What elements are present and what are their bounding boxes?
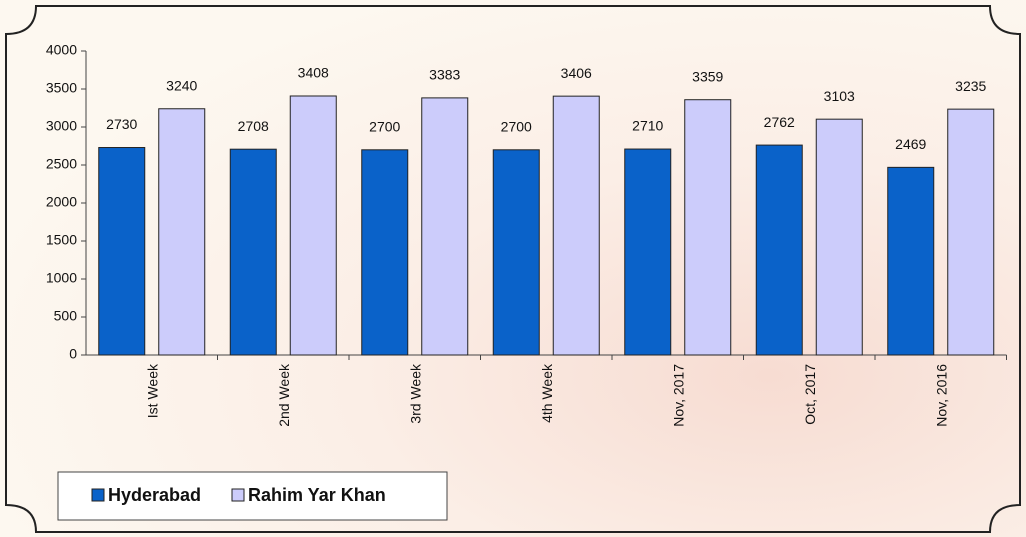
data-label: 3406 xyxy=(561,65,592,81)
y-tick-label: 3000 xyxy=(46,118,77,134)
y-tick-label: 3500 xyxy=(46,80,77,96)
bar xyxy=(361,149,409,356)
legend: Hyderabad Rahim Yar Khan xyxy=(57,471,448,521)
bar xyxy=(887,166,935,356)
x-tick-label: Nov, 2017 xyxy=(670,364,686,427)
data-label: 3235 xyxy=(955,78,986,94)
data-label: 2700 xyxy=(501,119,532,135)
y-tick-label: 4000 xyxy=(46,42,77,58)
x-tick-label: 3rd Week xyxy=(407,363,423,424)
bar xyxy=(755,144,803,356)
data-label: 2469 xyxy=(895,136,926,152)
legend-label: Hyderabad xyxy=(108,485,201,505)
data-label: 3383 xyxy=(429,67,460,83)
bar xyxy=(552,95,600,356)
bar xyxy=(421,97,469,356)
bar xyxy=(815,118,863,356)
y-tick-label: 2000 xyxy=(46,194,77,210)
legend-swatch xyxy=(231,488,245,502)
data-label: 3240 xyxy=(166,77,197,93)
legend-swatch xyxy=(91,488,105,502)
y-tick-label: 1000 xyxy=(46,270,77,286)
legend-label: Rahim Yar Khan xyxy=(248,485,386,505)
y-tick-label: 500 xyxy=(54,308,78,324)
bar xyxy=(229,148,277,356)
x-tick-label: Ist Week xyxy=(144,363,160,418)
legend-box xyxy=(57,471,448,521)
data-label: 3359 xyxy=(692,68,723,84)
y-tick-label: 1500 xyxy=(46,232,77,248)
frame xyxy=(5,5,1021,533)
bar xyxy=(289,95,337,356)
y-tick-label: 0 xyxy=(69,346,77,362)
data-label: 2700 xyxy=(369,119,400,135)
x-tick-label: 2nd Week xyxy=(276,363,292,427)
x-tick-label: Nov, 2016 xyxy=(933,364,949,427)
x-tick-label: Oct, 2017 xyxy=(802,364,818,425)
data-label: 2708 xyxy=(238,118,269,134)
x-tick-label: 4th Week xyxy=(539,363,555,423)
bar xyxy=(492,149,540,356)
bar xyxy=(158,108,206,356)
bar xyxy=(98,147,146,356)
data-label: 2710 xyxy=(632,118,663,134)
y-tick-label: 2500 xyxy=(46,156,77,172)
data-label: 3408 xyxy=(298,65,329,81)
data-label: 2762 xyxy=(764,114,795,130)
data-label: 2730 xyxy=(106,116,137,132)
bar xyxy=(684,99,732,356)
bar xyxy=(947,108,995,356)
bar xyxy=(624,148,672,356)
data-label: 3103 xyxy=(824,88,855,104)
